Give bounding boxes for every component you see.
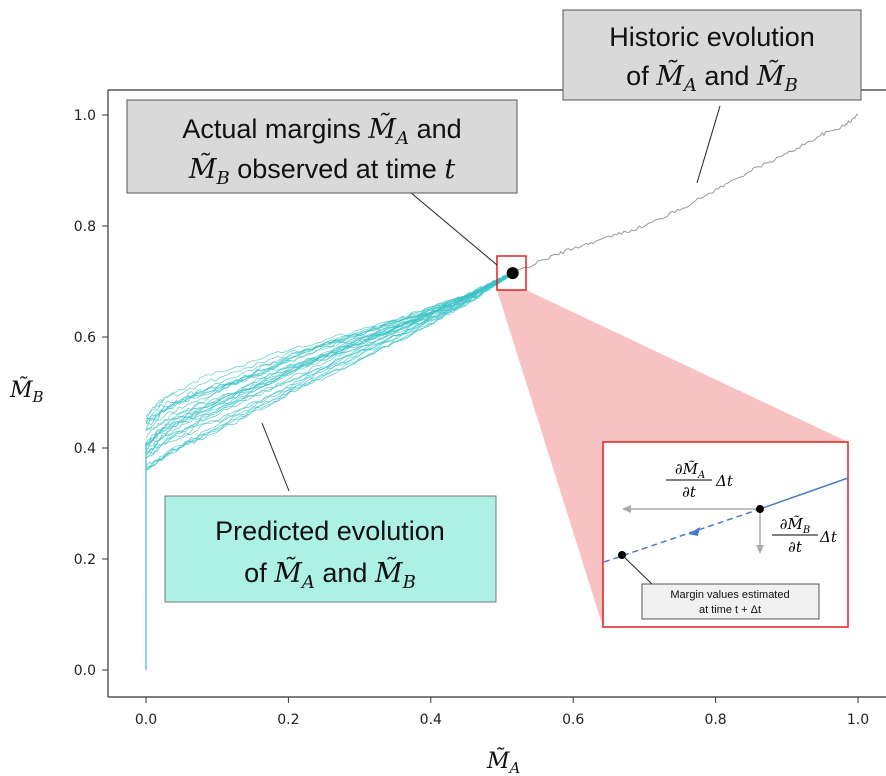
inset-note-leader [621, 554, 656, 588]
x-tick-label: 1.0 [847, 712, 869, 728]
predicted-path [145, 272, 514, 432]
actual-box [126, 99, 518, 194]
historic-box [562, 9, 862, 101]
y-tick-label: 1.0 [74, 108, 96, 124]
inset-direction-arrow [688, 527, 700, 536]
inset-dma-fraction: ∂M̃A ∂t Δt [666, 460, 734, 501]
x-ticks: 0.0 0.2 0.4 0.6 0.8 1.0 [135, 697, 869, 728]
svg-text:Δt: Δt [819, 528, 838, 546]
predicted-path [145, 272, 513, 450]
inset-dmb-fraction: ∂M̃B ∂t Δt [772, 515, 838, 556]
historic-line2: of M̃A and M̃B [626, 59, 798, 96]
predicted-line1: Predicted evolution [215, 516, 445, 546]
x-tick-label: 0.4 [420, 712, 442, 728]
svg-text:∂t: ∂t [682, 483, 697, 501]
y-tick-label: 0.0 [74, 663, 96, 679]
historic-annotation: Historic evolution of M̃A and M̃B [562, 9, 862, 101]
x-tick-label: 0.2 [277, 712, 299, 728]
historic-leader [696, 105, 721, 184]
inset-note-line1: Margin values estimated [670, 589, 789, 601]
predicted-path [145, 272, 513, 472]
inset-note-box [641, 583, 820, 620]
actual-line1: Actual margins M̃A and [182, 112, 461, 149]
x-tick-label: 0.6 [562, 712, 584, 728]
inset-dashed-line [603, 508, 761, 563]
predicted-path [145, 272, 513, 456]
predicted-annotation: Predicted evolution of M̃A and M̃B [164, 495, 497, 603]
predicted-series [145, 271, 514, 670]
svg-text:∂t: ∂t [788, 538, 803, 556]
svg-text:Δt: Δt [715, 472, 734, 490]
inset-solid-line [759, 477, 849, 510]
y-tick-label: 0.4 [74, 441, 96, 457]
inset-current-point [756, 505, 764, 513]
y-tick-label: 0.6 [74, 330, 96, 346]
svg-text:∂M̃A: ∂M̃A [675, 460, 705, 481]
y-axis-title: M̃B [9, 377, 44, 406]
y-ticks: 0.0 0.2 0.4 0.6 0.8 1.0 [74, 108, 108, 679]
predicted-path [145, 272, 513, 425]
predicted-path [145, 271, 513, 420]
inset-horizontal-arrowhead [622, 505, 631, 513]
svg-text:∂M̃B: ∂M̃B [780, 515, 810, 536]
predicted-path [145, 273, 514, 460]
y-tick-label: 0.8 [74, 219, 96, 235]
historic-line1: Historic evolution [609, 22, 815, 52]
x-axis-title: M̃A [486, 748, 521, 776]
x-tick-label: 0.8 [704, 712, 726, 728]
y-tick-label: 0.2 [74, 552, 96, 568]
predicted-leader [261, 422, 290, 492]
x-tick-label: 0.0 [135, 712, 157, 728]
predicted-line2: of M̃A and M̃B [244, 556, 416, 593]
zoom-inset: ∂M̃A ∂t Δt ∂M̃B ∂t Δt Margin values esti… [602, 441, 849, 628]
inset-note-line2: at time t + Δt [699, 604, 761, 616]
predicted-box [164, 495, 497, 603]
current-point-marker [506, 267, 519, 280]
inset-vertical-arrowhead [756, 545, 764, 554]
zoom-box [496, 255, 527, 291]
historic-series [512, 113, 859, 274]
actual-leader [409, 191, 498, 266]
actual-line2: M̃B observed at time t [188, 152, 456, 189]
actual-annotation: Actual margins M̃A and M̃B observed at t… [126, 99, 518, 194]
